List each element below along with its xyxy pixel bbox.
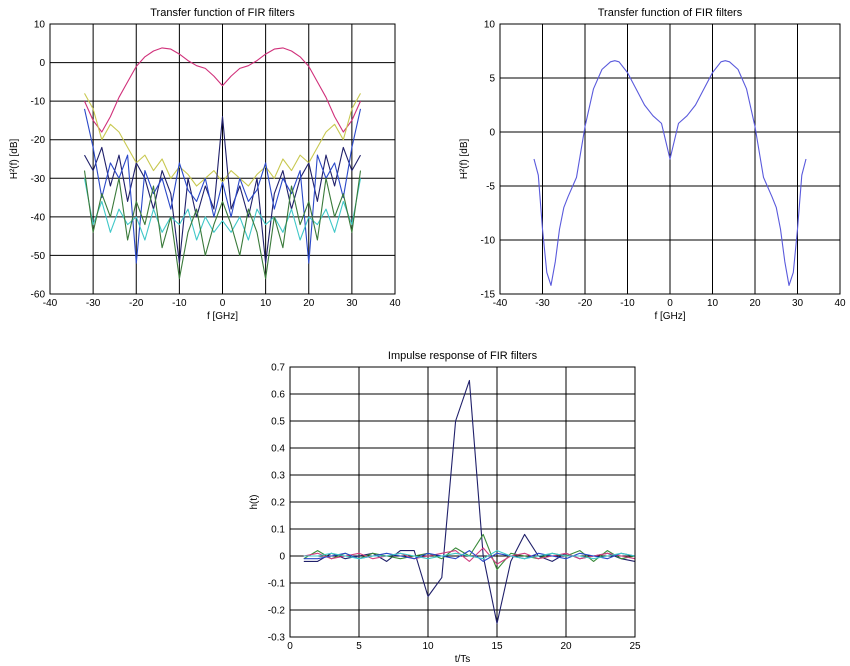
y-tick-label: 0.1 [271,525,285,536]
x-tick-label: -10 [620,298,635,309]
y-tick-label: -0.3 [268,633,286,644]
y-axis-label: H²(f) [dB] [9,139,20,180]
series-line-3 [303,547,635,565]
y-tick-label: -0.2 [268,606,286,617]
x-tick-label: 5 [356,641,362,652]
x-tick-label: -30 [535,298,550,309]
y-tick-label: -5 [486,182,495,193]
series-line-5 [303,550,635,560]
x-tick-label: 40 [834,298,846,309]
chart-title: Impulse response of FIR filters [388,350,538,362]
y-tick-label: -0.1 [268,579,286,590]
x-tick-label: -20 [578,298,593,309]
x-tick-label: -10 [172,298,187,309]
x-tick-label: 10 [422,641,434,652]
y-tick-label: -10 [31,97,46,108]
x-tick-label: 20 [303,298,315,309]
y-tick-label: -15 [481,290,496,301]
y-tick-label: 0.3 [271,471,285,482]
x-tick-label: 30 [792,298,804,309]
x-tick-label: 20 [749,298,761,309]
x-axis-label: f [GHz] [654,311,685,322]
y-tick-label: 0 [279,552,285,563]
x-tick-label: -30 [86,298,101,309]
x-tick-label: 10 [260,298,272,309]
x-tick-label: -40 [43,298,58,309]
series-line-1 [533,60,807,286]
x-tick-label: 20 [560,641,572,652]
y-axis-label: h(t) [249,495,260,510]
x-tick-label: 25 [629,641,641,652]
x-axis-label: f [GHz] [207,311,238,322]
y-tick-label: 0 [489,128,495,139]
axes-frame [289,366,636,638]
y-tick-label: 5 [489,74,495,85]
y-tick-label: 0.6 [271,390,285,401]
x-tick-label: -20 [129,298,144,309]
x-tick-label: 30 [346,298,358,309]
series-line-5 [83,178,362,241]
chart-1: -40 -30 -20 -10 0 10 20 30 40 -60 -50 -40 -30 -20 -10 0… [9,7,401,322]
axes-frame [499,23,841,295]
y-tick-label: -30 [31,174,46,185]
x-axis-label: t/Ts [455,654,471,665]
y-tick-label: -10 [481,236,496,247]
y-tick-label: 0 [39,58,45,69]
y-tick-label: 0.4 [271,444,285,455]
series-line-6 [83,170,362,280]
series-line-1 [83,47,362,133]
x-tick-label: 40 [389,298,401,309]
y-tick-label: -60 [31,290,46,301]
y-tick-label: 0.2 [271,498,285,509]
y-axis-label: H²(f) [dB] [459,139,470,180]
y-tick-label: -40 [31,212,46,223]
y-tick-label: -20 [31,135,46,146]
y-tick-label: -50 [31,251,46,262]
axes-frame [49,23,396,295]
x-tick-label: 15 [491,641,503,652]
x-tick-label: 10 [707,298,719,309]
x-tick-label: 0 [220,298,226,309]
y-tick-label: 0.7 [271,363,285,374]
y-tick-label: 10 [34,20,46,31]
x-tick-label: -40 [493,298,508,309]
chart-2: -40 -30 -20 -10 0 10 20 30 40 -15 -10 -5 0 5 10 Transfe… [459,7,846,322]
chart-title: Transfer function of FIR filters [150,7,295,19]
series-line-4 [83,108,362,264]
chart-title: Transfer function of FIR filters [598,7,743,19]
chart-3: 0 5 10 15 20 25 -0.3 -0.2 -0.1 0 0.1 0.2 0.3 0.4 0.5 0.… [249,350,641,665]
x-tick-label: 0 [667,298,673,309]
y-tick-label: 0.5 [271,417,285,428]
x-tick-label: 0 [287,641,293,652]
y-tick-label: 10 [484,20,496,31]
